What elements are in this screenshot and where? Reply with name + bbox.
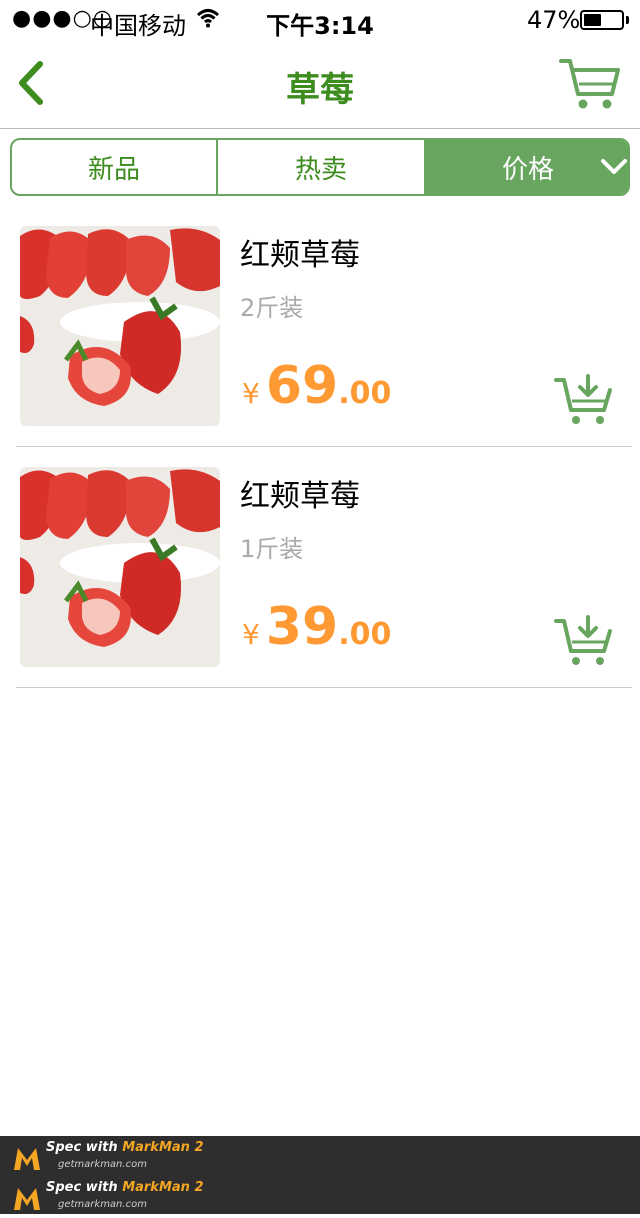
wifi-icon — [196, 9, 220, 28]
product-price: ¥39.00 — [242, 597, 391, 657]
status-time: 下午3:14 — [266, 12, 374, 40]
watermark-title: Spec with MarkMan 2 — [46, 1180, 204, 1195]
watermark-brand: MarkMan 2 — [122, 1140, 204, 1155]
chevron-down-icon — [601, 159, 627, 174]
watermark-prefix: Spec with — [46, 1140, 123, 1155]
markman-watermark: Spec with MarkMan 2 getmarkman.com Spec … — [0, 1136, 640, 1214]
tab-price[interactable]: 价格 — [424, 140, 628, 194]
markman-logo-icon — [14, 1188, 40, 1210]
tab-hot[interactable]: 热卖 — [218, 140, 424, 194]
markman-logo-icon — [14, 1148, 40, 1170]
price-integer: 39 — [265, 597, 339, 657]
product-spec: 2斤装 — [240, 294, 304, 322]
signal-strength: ●●●○○ — [12, 6, 113, 31]
sort-tabs: 新品 热卖 价格 — [10, 138, 630, 196]
battery-icon — [580, 10, 624, 30]
cart-icon[interactable] — [558, 56, 620, 112]
product-price: ¥69.00 — [242, 356, 391, 416]
product-spec: 1斤装 — [240, 535, 304, 563]
product-image — [20, 226, 220, 426]
watermark-brand: MarkMan 2 — [122, 1180, 204, 1195]
product-image — [20, 467, 220, 667]
page-title: 草莓 — [286, 70, 354, 110]
nav-divider — [0, 128, 640, 129]
carrier-name: 中国移动 — [90, 12, 186, 40]
battery-tip — [626, 16, 629, 24]
back-chevron-icon[interactable] — [12, 58, 52, 108]
add-to-cart-icon[interactable] — [554, 374, 614, 426]
product-name: 红颊草莓 — [240, 479, 360, 514]
price-currency: ¥ — [242, 618, 260, 651]
price-currency: ¥ — [242, 377, 260, 410]
watermark-url: getmarkman.com — [58, 1159, 147, 1170]
product-name: 红颊草莓 — [240, 238, 360, 273]
product-row[interactable]: 红颊草莓 1斤装 ¥39.00 — [16, 447, 632, 688]
tab-price-label: 价格 — [502, 154, 555, 185]
add-to-cart-icon[interactable] — [554, 615, 614, 667]
price-decimal: .00 — [338, 617, 392, 652]
battery-percent: 47% — [527, 6, 581, 34]
tab-new[interactable]: 新品 — [12, 140, 218, 194]
battery-level-fill — [584, 14, 601, 26]
watermark-url: getmarkman.com — [58, 1199, 147, 1210]
watermark-title: Spec with MarkMan 2 — [46, 1140, 204, 1155]
status-bar: ●●●○○ 中国移动 下午3:14 47% — [0, 0, 640, 40]
tab-new-label: 新品 — [87, 154, 140, 185]
price-decimal: .00 — [338, 376, 392, 411]
product-row[interactable]: 红颊草莓 2斤装 ¥69.00 — [16, 206, 632, 447]
tab-hot-label: 热卖 — [294, 154, 347, 185]
price-integer: 69 — [265, 356, 339, 416]
watermark-prefix: Spec with — [46, 1180, 123, 1195]
